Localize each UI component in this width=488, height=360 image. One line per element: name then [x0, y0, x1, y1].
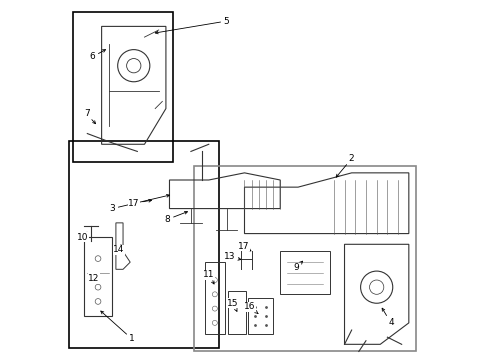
Text: 17: 17: [238, 242, 250, 251]
Text: 11: 11: [203, 270, 214, 284]
Text: 12: 12: [88, 274, 99, 283]
Text: 5: 5: [155, 17, 229, 34]
Text: 16: 16: [244, 302, 258, 314]
Text: 2: 2: [335, 154, 354, 177]
Text: 15: 15: [227, 299, 238, 311]
Text: 10: 10: [77, 232, 89, 242]
Text: 4: 4: [382, 308, 393, 327]
Text: 7: 7: [83, 109, 95, 124]
Text: 3: 3: [109, 194, 169, 213]
Text: 17: 17: [128, 199, 151, 208]
Text: 9: 9: [293, 261, 302, 272]
Text: 6: 6: [90, 50, 105, 61]
Text: 14: 14: [113, 245, 124, 254]
Text: 1: 1: [101, 311, 135, 343]
Text: 8: 8: [164, 211, 187, 224]
Text: 13: 13: [224, 252, 241, 261]
